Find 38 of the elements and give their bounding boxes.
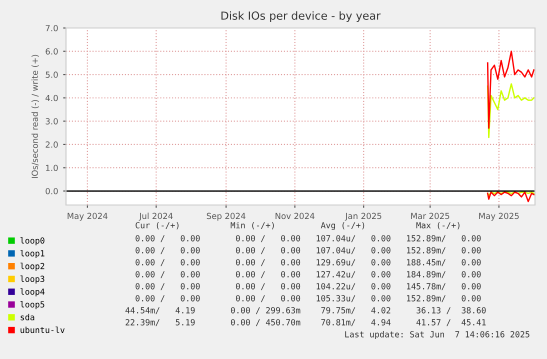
text: 0.00 / 0.00 0.00 / 0.00 127.42u/ 0.00 184.89m/ 0.00 <box>136 271 481 278</box>
legend-label: loop2 <box>20 262 44 271</box>
legend-label: loop3 <box>20 275 44 284</box>
legend-label: loop4 <box>20 288 45 296</box>
y-tick-label: 4.0 <box>46 94 58 102</box>
x-tick-label: Jan 2025 <box>344 212 382 221</box>
legend-label: ubuntu-lv <box>20 326 65 334</box>
legend-label: sda <box>20 314 34 320</box>
y-tick-label: 1.0 <box>46 164 58 172</box>
legend-label: loop0 <box>20 237 44 246</box>
text: 0.00 / 0.00 0.00 / 0.00 105.33u/ 0.00 152.89m/ 0.00 <box>136 295 481 302</box>
x-tick-label: Sep 2024 <box>206 212 246 221</box>
text: 44.54m/ 4.19 0.00 / 299.63m 79.75m/ 4.02 36.13 / 38.60 <box>125 307 486 314</box>
line-series <box>486 191 535 202</box>
text: Cur (-/+) Min (-/+) Avg (-/+) Max (-/+) <box>136 222 460 230</box>
y-tick-label: 2.0 <box>46 141 58 148</box>
y-tick-label: 7.0 <box>46 24 58 32</box>
x-tick-label: Jul 2024 <box>138 212 173 221</box>
text: 0.00 / 0.00 0.00 / 0.00 107.04u/ 0.00 152.89m/ 0.00 <box>136 247 481 254</box>
x-tick-label: Mar 2025 <box>411 212 450 220</box>
chart-title: Disk IOs per device - by year <box>221 11 381 22</box>
x-tick-label: May 2025 <box>479 212 519 221</box>
x-tick-label: Nov 2024 <box>276 212 314 220</box>
line-series <box>486 50 535 129</box>
y-tick-label: 5.0 <box>46 72 58 78</box>
text: 0.00 / 0.00 0.00 / 0.00 107.04u/ 0.00 152.89m/ 0.00 <box>136 235 481 242</box>
text: 0.00 / 0.00 0.00 / 0.00 129.69u/ 0.00 188.45m/ 0.00 <box>136 259 481 266</box>
text: 0.00 / 0.00 0.00 / 0.00 104.22u/ 0.00 145.78m/ 0.00 <box>136 283 481 290</box>
line-series <box>486 83 535 138</box>
text: 22.39m/ 5.19 0.00 / 450.70m 70.81m/ 4.94 41.57 / 45.41 <box>126 319 486 326</box>
text: Last update: Sat Jun 7 14:06:16 2025 <box>345 330 530 340</box>
y-axis-title: IOs/second read (-) / write (+) <box>31 54 39 178</box>
x-tick-label: May 2024 <box>68 212 108 221</box>
y-tick-label: 0.0 <box>46 188 58 194</box>
y-tick-label: 3.0 <box>46 118 58 124</box>
y-tick-label: 6.0 <box>46 48 58 55</box>
legend-label: loop5 <box>20 301 44 310</box>
legend-label: loop1 <box>20 250 44 258</box>
